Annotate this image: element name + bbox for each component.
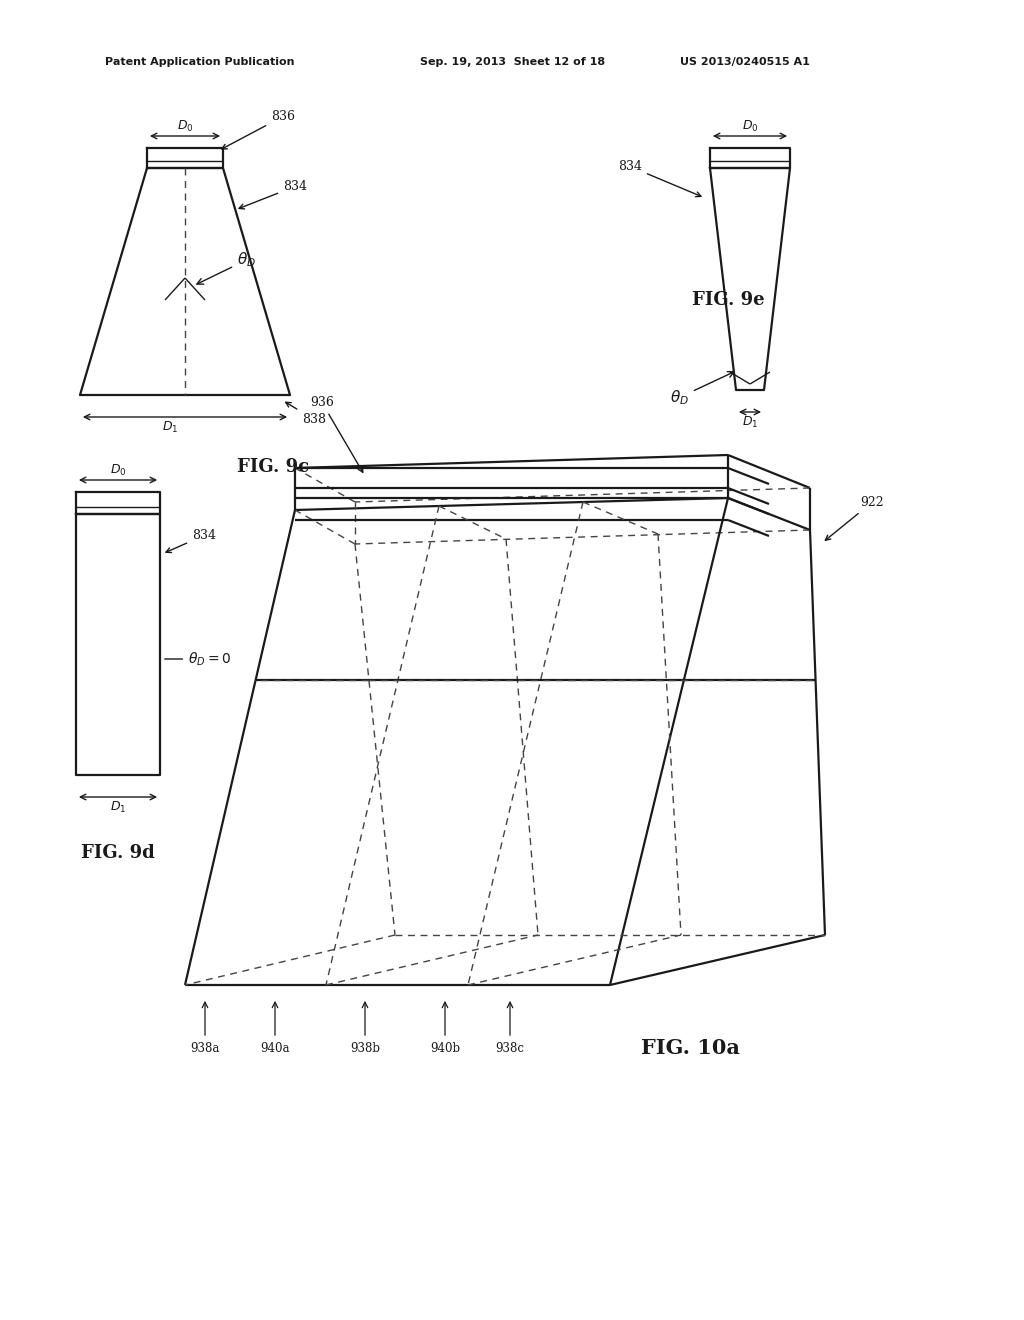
Text: $D_0$: $D_0$ — [177, 119, 194, 135]
Text: $D_0$: $D_0$ — [741, 119, 759, 135]
Text: 834: 834 — [239, 180, 307, 209]
Text: 834: 834 — [618, 160, 701, 197]
Text: 922: 922 — [825, 496, 884, 540]
Text: $D_1$: $D_1$ — [162, 420, 178, 436]
Text: Patent Application Publication: Patent Application Publication — [105, 57, 295, 67]
Text: FIG. 9c: FIG. 9c — [237, 458, 309, 477]
Text: $\theta_D$: $\theta_D$ — [670, 372, 734, 407]
Text: 938c: 938c — [496, 1041, 524, 1055]
Text: 936: 936 — [310, 396, 362, 473]
Text: $\theta_D$: $\theta_D$ — [197, 251, 256, 284]
Text: FIG. 9e: FIG. 9e — [691, 290, 764, 309]
Text: 938b: 938b — [350, 1041, 380, 1055]
Text: 836: 836 — [222, 110, 295, 149]
Text: $D_1$: $D_1$ — [110, 800, 126, 814]
Text: 938a: 938a — [190, 1041, 220, 1055]
Text: FIG. 9d: FIG. 9d — [81, 843, 155, 862]
Text: FIG. 10a: FIG. 10a — [641, 1038, 739, 1059]
Text: $D_0$: $D_0$ — [110, 463, 126, 478]
Text: 838: 838 — [286, 403, 326, 426]
Text: Sep. 19, 2013  Sheet 12 of 18: Sep. 19, 2013 Sheet 12 of 18 — [420, 57, 605, 67]
Text: $\theta_D=0$: $\theta_D=0$ — [165, 651, 231, 668]
Text: 834: 834 — [166, 529, 216, 553]
Text: 940a: 940a — [260, 1041, 290, 1055]
Text: 940b: 940b — [430, 1041, 460, 1055]
Text: US 2013/0240515 A1: US 2013/0240515 A1 — [680, 57, 810, 67]
Text: $D_1$: $D_1$ — [741, 414, 758, 430]
